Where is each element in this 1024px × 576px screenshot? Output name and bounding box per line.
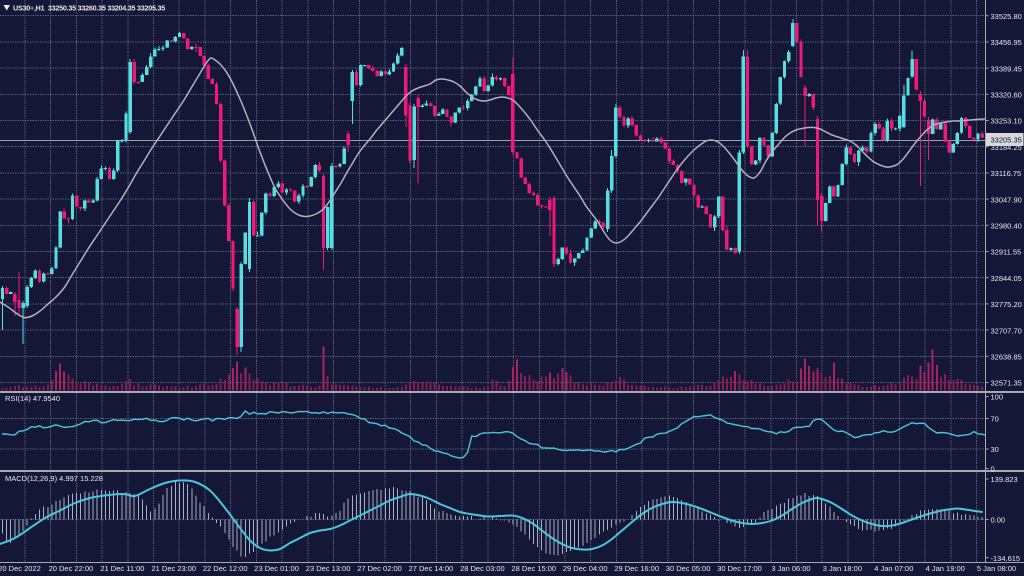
svg-text:3 Jan 18:00: 3 Jan 18:00 bbox=[823, 564, 862, 573]
svg-text:70: 70 bbox=[991, 415, 999, 424]
svg-text:4 Jan 19:00: 4 Jan 19:00 bbox=[926, 564, 965, 573]
svg-text:0: 0 bbox=[991, 465, 995, 474]
svg-text:23 Dec 13:00: 23 Dec 13:00 bbox=[306, 564, 351, 573]
svg-text:100: 100 bbox=[991, 393, 1004, 402]
svg-text:27 Dec 14:00: 27 Dec 14:00 bbox=[409, 564, 454, 573]
svg-text:33116.75: 33116.75 bbox=[991, 169, 1022, 178]
svg-text:20 Dec 2022: 20 Dec 2022 bbox=[0, 564, 41, 573]
svg-text:33184.25: 33184.25 bbox=[991, 143, 1022, 152]
svg-text:30: 30 bbox=[991, 445, 999, 454]
svg-text:32571.35: 32571.35 bbox=[991, 379, 1022, 388]
svg-text:33389.45: 33389.45 bbox=[991, 64, 1022, 73]
svg-text:5 Jan 08:00: 5 Jan 08:00 bbox=[977, 564, 1016, 573]
svg-text:33320.60: 33320.60 bbox=[991, 91, 1022, 100]
svg-text:0.00: 0.00 bbox=[991, 516, 1006, 525]
svg-text:29 Dec 16:00: 29 Dec 16:00 bbox=[614, 564, 659, 573]
svg-text:28 Dec 03:00: 28 Dec 03:00 bbox=[460, 564, 505, 573]
svg-text:29 Dec 04:00: 29 Dec 04:00 bbox=[563, 564, 608, 573]
svg-text:33205.35: 33205.35 bbox=[991, 135, 1022, 144]
svg-text:4 Jan 07:00: 4 Jan 07:00 bbox=[874, 564, 913, 573]
svg-text:22 Dec 12:00: 22 Dec 12:00 bbox=[203, 564, 248, 573]
svg-text:33525.80: 33525.80 bbox=[991, 12, 1022, 21]
svg-text:32844.05: 32844.05 bbox=[991, 274, 1022, 283]
svg-text:32775.20: 32775.20 bbox=[991, 300, 1022, 309]
svg-text:32980.40: 32980.40 bbox=[991, 222, 1022, 231]
svg-text:32911.55: 32911.55 bbox=[991, 248, 1022, 257]
svg-text:3 Jan 06:00: 3 Jan 06:00 bbox=[771, 564, 810, 573]
svg-text:139.823: 139.823 bbox=[991, 475, 1018, 484]
svg-text:RSI(14) 47.9540: RSI(14) 47.9540 bbox=[5, 394, 60, 403]
svg-text:23 Dec 01:00: 23 Dec 01:00 bbox=[254, 564, 299, 573]
svg-text:33253.10: 33253.10 bbox=[991, 117, 1022, 126]
svg-text:MACD(12,26,9) 4.997 15.228: MACD(12,26,9) 4.997 15.228 bbox=[5, 474, 103, 483]
svg-text:32638.85: 32638.85 bbox=[991, 353, 1022, 362]
svg-text:30 Dec 17:00: 30 Dec 17:00 bbox=[717, 564, 762, 573]
svg-text:-134.615: -134.615 bbox=[991, 554, 1021, 563]
svg-text:33456.95: 33456.95 bbox=[991, 38, 1022, 47]
svg-text:27 Dec 02:00: 27 Dec 02:00 bbox=[357, 564, 402, 573]
svg-text:US30+,H1 33250.35 33260.35 33: US30+,H1 33250.35 33260.35 33204.35 3320… bbox=[13, 4, 165, 13]
svg-text:21 Dec 23:00: 21 Dec 23:00 bbox=[151, 564, 196, 573]
svg-text:20 Dec 22:00: 20 Dec 22:00 bbox=[49, 564, 94, 573]
svg-text:28 Dec 15:00: 28 Dec 15:00 bbox=[511, 564, 556, 573]
svg-text:33047.90: 33047.90 bbox=[991, 195, 1022, 204]
svg-text:30 Dec 05:00: 30 Dec 05:00 bbox=[666, 564, 711, 573]
svg-text:21 Dec 11:00: 21 Dec 11:00 bbox=[100, 564, 144, 573]
svg-text:32707.70: 32707.70 bbox=[991, 326, 1022, 335]
